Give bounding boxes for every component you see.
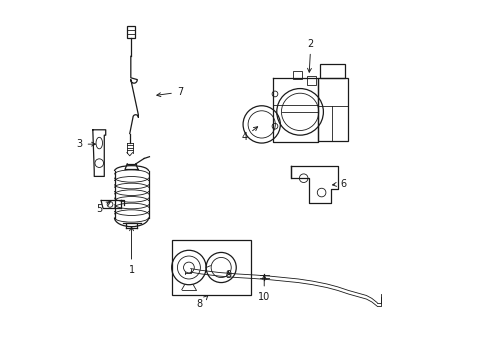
Text: 5: 5 — [96, 202, 110, 214]
Bar — [319, 64, 344, 78]
Text: 6: 6 — [332, 179, 346, 189]
Text: 7: 7 — [157, 87, 183, 97]
Text: 2: 2 — [307, 39, 313, 72]
Text: 10: 10 — [258, 275, 270, 302]
Bar — [306, 76, 316, 85]
Bar — [172, 240, 250, 296]
Bar — [292, 71, 301, 78]
Text: 4: 4 — [241, 127, 257, 142]
Text: 8: 8 — [196, 296, 207, 309]
Bar — [317, 78, 348, 140]
Text: 1: 1 — [128, 227, 134, 275]
Text: 9: 9 — [225, 270, 231, 280]
Text: 3: 3 — [76, 139, 95, 149]
Bar — [126, 26, 135, 39]
